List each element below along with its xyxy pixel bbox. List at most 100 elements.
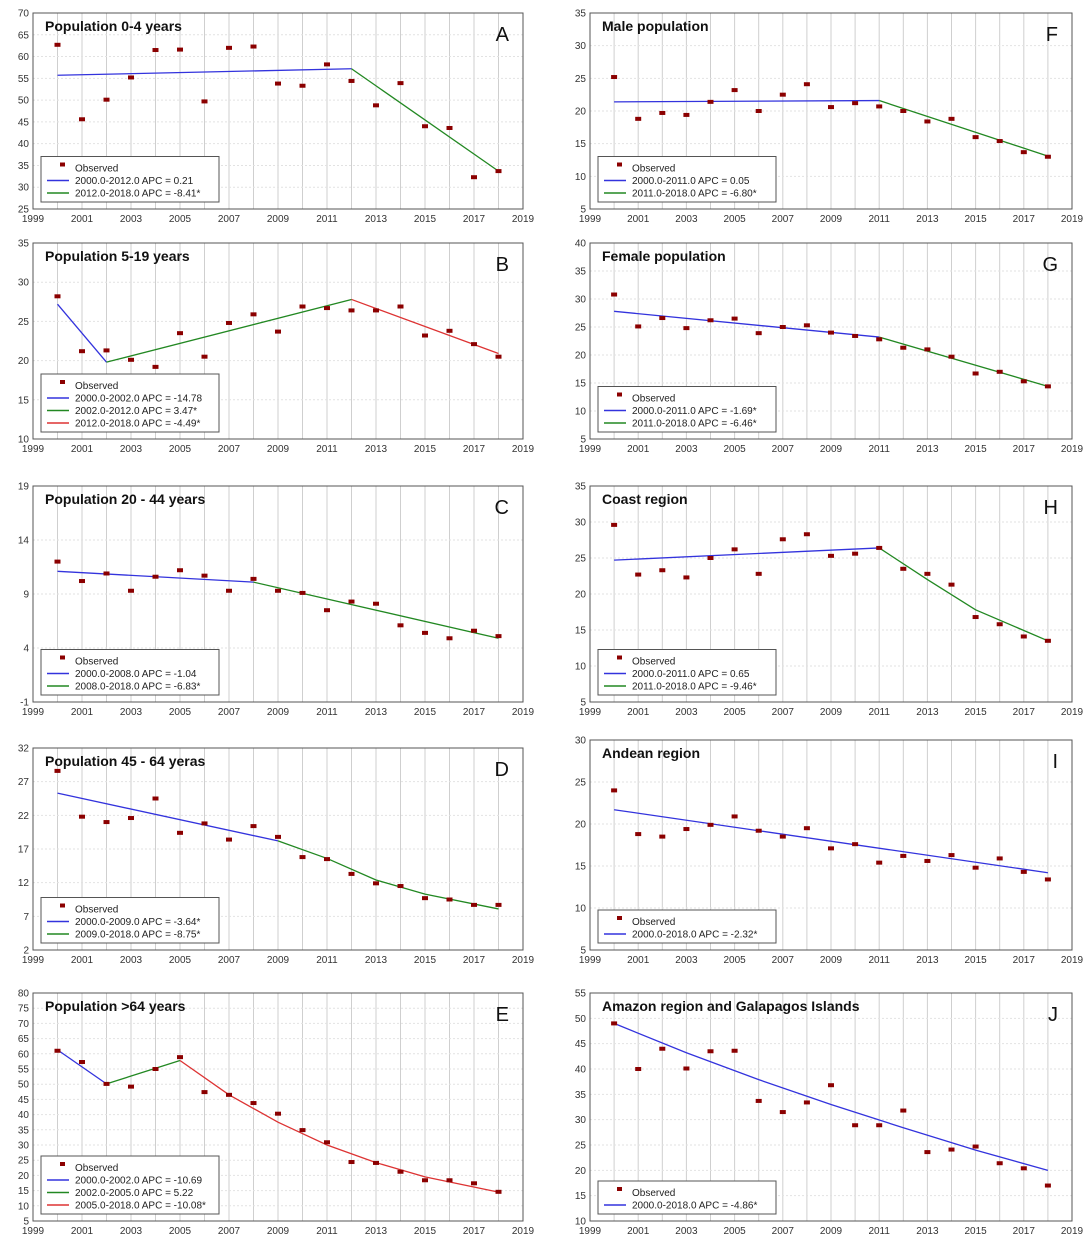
legend-label-observed: Observed bbox=[632, 917, 675, 928]
x-tick-label: 2005 bbox=[169, 1226, 192, 1237]
x-tick-label: 2001 bbox=[627, 1226, 650, 1237]
observed-point bbox=[201, 99, 208, 104]
observed-point bbox=[611, 788, 618, 793]
observed-point bbox=[635, 116, 642, 121]
observed-point bbox=[611, 522, 618, 527]
observed-point bbox=[446, 125, 453, 130]
x-tick-label: 2001 bbox=[627, 955, 650, 966]
fit-segment-line bbox=[878, 99, 1049, 157]
observed-point bbox=[348, 308, 355, 313]
observed-point bbox=[779, 325, 786, 329]
legend-marker-observed bbox=[60, 162, 65, 167]
legend-label-observed: Observed bbox=[632, 164, 675, 175]
observed-point bbox=[803, 532, 810, 537]
y-tick-label: 50 bbox=[575, 1014, 587, 1025]
y-tick-label: 5 bbox=[580, 435, 586, 446]
fit-segment-line bbox=[614, 547, 880, 561]
x-tick-label: 2007 bbox=[218, 444, 241, 455]
x-tick-label: 2013 bbox=[365, 444, 388, 455]
observed-point bbox=[103, 97, 110, 102]
y-tick-label: 15 bbox=[575, 862, 587, 873]
observed-point bbox=[275, 329, 281, 334]
legend: Observed 2000.0-2002.0 APC = -14.782002.0… bbox=[40, 373, 220, 433]
y-tick-label: 35 bbox=[575, 9, 587, 20]
y-tick-label: 30 bbox=[575, 736, 587, 747]
observed-point bbox=[900, 1108, 907, 1113]
chart-panel-b: 1999 2001 2003 2005 2007 2009 2011 2013 2015 2017… bbox=[18, 239, 535, 456]
panel-title: Female population bbox=[602, 248, 726, 264]
y-tick-label: 50 bbox=[18, 96, 30, 107]
observed-point bbox=[755, 109, 762, 113]
x-tick-label: 2005 bbox=[723, 1226, 746, 1237]
legend-marker-observed bbox=[617, 655, 622, 660]
chart-panel-i: 1999 2001 2003 2005 2007 2009 2011 2013 2015 2017… bbox=[575, 736, 1084, 967]
x-tick-label: 2015 bbox=[414, 707, 437, 718]
observed-point bbox=[397, 623, 404, 628]
y-tick-label: 10 bbox=[18, 1201, 30, 1212]
x-tick-label: 2005 bbox=[723, 214, 746, 225]
legend-marker-observed bbox=[60, 903, 65, 908]
observed-point bbox=[250, 576, 257, 581]
x-tick-label: 1999 bbox=[22, 1226, 45, 1237]
legend-box bbox=[40, 373, 220, 433]
y-tick-label: 15 bbox=[575, 626, 587, 637]
fit-segment-line bbox=[614, 310, 880, 338]
observed-point bbox=[803, 1100, 810, 1105]
legend-box bbox=[597, 649, 777, 696]
fit-segment-line bbox=[277, 840, 499, 910]
x-tick-label: 2005 bbox=[723, 444, 746, 455]
legend-label-observed: Observed bbox=[75, 657, 118, 668]
y-tick-label: 25 bbox=[575, 323, 587, 334]
y-tick-label: -1 bbox=[20, 698, 29, 709]
observed-point bbox=[250, 824, 257, 829]
observed-point bbox=[900, 345, 907, 350]
x-tick-label: 2017 bbox=[463, 1226, 486, 1237]
observed-point bbox=[373, 1160, 379, 1165]
observed-point bbox=[79, 1060, 85, 1065]
observed-point bbox=[103, 1081, 110, 1086]
observed-point bbox=[471, 902, 477, 907]
observed-point bbox=[348, 78, 355, 83]
observed-point bbox=[996, 369, 1003, 374]
observed-point bbox=[79, 814, 85, 819]
x-tick-label: 2015 bbox=[964, 955, 987, 966]
x-tick-label: 2001 bbox=[71, 444, 94, 455]
x-tick-label: 2019 bbox=[512, 707, 535, 718]
observed-point bbox=[900, 853, 907, 858]
legend: Observed 2000.0-2018.0 APC = -2.32* bbox=[597, 909, 777, 944]
x-tick-label: 2013 bbox=[365, 1226, 388, 1237]
legend-label-segment: 2011.0-2018.0 APC = -6.46* bbox=[632, 419, 757, 430]
observed-point bbox=[226, 588, 232, 593]
fit-segment-line bbox=[879, 336, 1049, 387]
plot-frame bbox=[589, 242, 1073, 440]
x-tick-label: 2017 bbox=[463, 214, 486, 225]
observed-point bbox=[948, 354, 955, 359]
observed-point bbox=[828, 553, 834, 558]
y-tick-label: 30 bbox=[575, 518, 587, 529]
x-tick-label: 2011 bbox=[316, 1226, 338, 1237]
y-tick-label: 15 bbox=[575, 1191, 587, 1202]
observed-point bbox=[79, 349, 85, 354]
x-tick-label: 2011 bbox=[316, 214, 338, 225]
legend-box bbox=[597, 156, 777, 203]
x-tick-label: 2009 bbox=[820, 1226, 843, 1237]
y-tick-label: 40 bbox=[18, 139, 30, 150]
observed-point bbox=[152, 1067, 159, 1071]
observed-point bbox=[54, 42, 61, 47]
y-tick-label: 20 bbox=[18, 1171, 30, 1182]
y-tick-label: 40 bbox=[18, 1110, 30, 1121]
observed-point bbox=[422, 124, 428, 129]
x-tick-label: 2003 bbox=[120, 707, 143, 718]
y-tick-label: 30 bbox=[18, 278, 30, 289]
observed-point bbox=[324, 857, 330, 862]
y-tick-label: 30 bbox=[575, 41, 587, 52]
y-tick-label: 40 bbox=[575, 239, 587, 250]
observed-point bbox=[755, 1098, 762, 1103]
observed-point bbox=[373, 103, 379, 108]
observed-point bbox=[948, 1147, 955, 1152]
legend-label-segment: 2012.0-2018.0 APC = -8.41* bbox=[75, 189, 200, 200]
observed-point bbox=[1020, 1166, 1027, 1171]
x-tick-label: 2007 bbox=[772, 214, 795, 225]
